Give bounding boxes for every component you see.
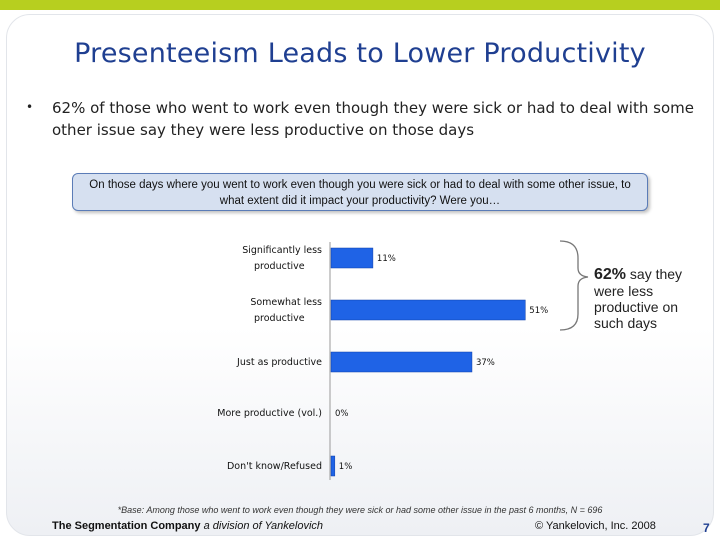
footer-copyright: © Yankelovich, Inc. 2008 bbox=[535, 520, 656, 532]
callout-bracket bbox=[559, 240, 589, 331]
category-label-1-0: Somewhat less bbox=[250, 297, 322, 308]
callout-rest: were less productive on such days bbox=[594, 283, 679, 331]
bar-1 bbox=[330, 299, 526, 321]
bullet-icon: • bbox=[26, 100, 34, 114]
data-label-2: 37% bbox=[476, 358, 495, 368]
category-label-0-0: Significantly less bbox=[242, 245, 322, 256]
category-label-3-0: More productive (vol.) bbox=[217, 408, 322, 419]
bar-2 bbox=[330, 351, 473, 373]
footer-company-name: The Segmentation Company bbox=[52, 520, 201, 532]
callout-text: 62% say they were less productive on suc… bbox=[594, 266, 704, 331]
category-label-1-1: productive bbox=[254, 313, 305, 324]
page-number: 7 bbox=[703, 521, 710, 535]
bar-4 bbox=[330, 455, 336, 477]
data-label-1: 51% bbox=[529, 306, 548, 316]
data-label-4: 1% bbox=[339, 462, 353, 472]
base-note: *Base: Among those who went to work even… bbox=[117, 505, 603, 515]
bar-0 bbox=[330, 247, 374, 269]
bullet-text: 62% of those who went to work even thoug… bbox=[52, 99, 694, 139]
category-label-0-1: productive bbox=[254, 261, 305, 272]
slide-panel bbox=[6, 14, 714, 536]
survey-question-box: On those days where you went to work eve… bbox=[72, 173, 648, 211]
callout-percent: 62% bbox=[594, 266, 627, 283]
category-label-2-0: Just as productive bbox=[236, 357, 322, 368]
callout-line1: say they bbox=[629, 266, 683, 282]
slide-title: Presenteeism Leads to Lower Productivity bbox=[74, 38, 646, 69]
top-accent-bar bbox=[0, 0, 720, 10]
data-label-0: 11% bbox=[377, 254, 396, 264]
footer-division: a division of Yankelovich bbox=[203, 520, 324, 532]
footer-company: The Segmentation Company a division of Y… bbox=[52, 520, 323, 532]
category-label-4-0: Don't know/Refused bbox=[227, 461, 322, 472]
data-label-3: 0% bbox=[335, 409, 349, 419]
